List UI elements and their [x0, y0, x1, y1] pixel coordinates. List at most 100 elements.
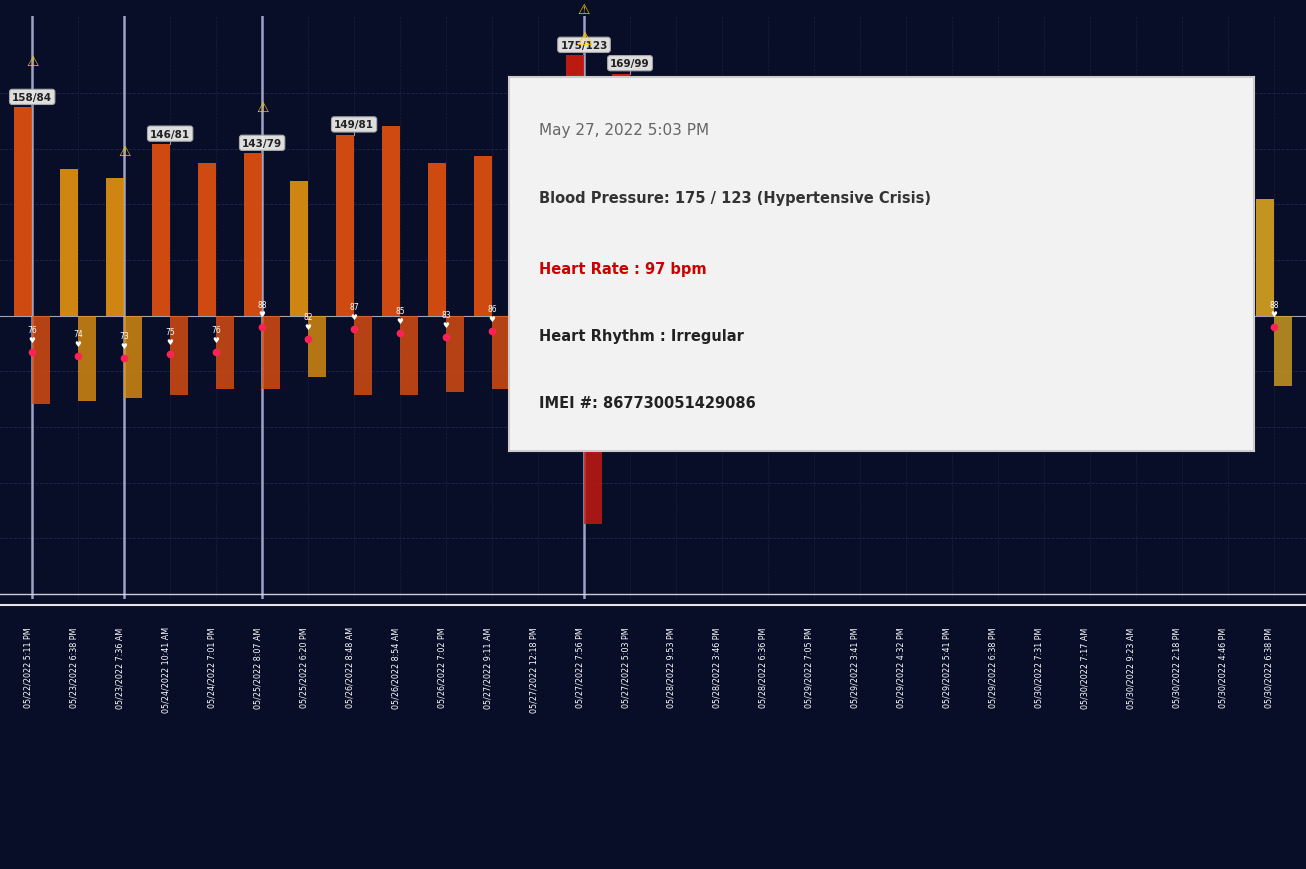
Text: ♥: ♥: [443, 321, 449, 329]
Bar: [107, 179, 124, 316]
Text: 88: 88: [717, 301, 726, 309]
Text: 05/28/2022 3:46 PM: 05/28/2022 3:46 PM: [713, 627, 722, 706]
Text: Blood Pressure: 175 / 123 (Hypertensive Crisis): Blood Pressure: 175 / 123 (Hypertensive …: [539, 190, 931, 205]
Text: 05/26/2022 8:54 AM: 05/26/2022 8:54 AM: [390, 627, 400, 707]
Text: 75: 75: [993, 328, 1003, 336]
Text: ♥: ♥: [1041, 333, 1047, 342]
Text: 05/27/2022 5:03 PM: 05/27/2022 5:03 PM: [622, 627, 629, 707]
Text: 83: 83: [441, 311, 451, 320]
Bar: [906, 316, 923, 383]
Text: 05/29/2022 4:32 PM: 05/29/2022 4:32 PM: [897, 627, 906, 707]
Text: ♥: ♥: [1087, 335, 1093, 344]
Bar: [337, 136, 354, 316]
Bar: [1211, 218, 1228, 316]
Text: ♥: ♥: [350, 312, 358, 322]
Text: 05/24/2022 7:01 PM: 05/24/2022 7:01 PM: [208, 627, 215, 707]
Text: 175/123: 175/123: [560, 41, 607, 50]
Text: ♥: ♥: [534, 327, 542, 335]
Text: ♥: ♥: [1225, 297, 1232, 307]
Text: 05/22/2022 5:11 PM: 05/22/2022 5:11 PM: [24, 627, 33, 707]
Text: IMEI #: 867730051429086: IMEI #: 867730051429086: [539, 396, 756, 411]
Text: 05/25/2022 8:07 AM: 05/25/2022 8:07 AM: [253, 627, 263, 708]
Text: 85: 85: [396, 307, 405, 315]
Bar: [722, 316, 739, 411]
Bar: [474, 157, 492, 316]
Bar: [428, 163, 445, 316]
Text: ♥: ♥: [1132, 333, 1139, 342]
Bar: [842, 209, 859, 316]
Text: 05/30/2022 2:18 PM: 05/30/2022 2:18 PM: [1173, 627, 1182, 706]
Bar: [78, 316, 95, 402]
Text: 78: 78: [901, 322, 910, 330]
Text: ♥: ♥: [948, 335, 956, 344]
Text: ♥: ♥: [120, 342, 128, 350]
Text: Heart Rhythm : Irregular: Heart Rhythm : Irregular: [539, 328, 744, 343]
Text: 86: 86: [763, 304, 773, 314]
Text: ♥: ♥: [673, 308, 679, 317]
Text: 88: 88: [1269, 301, 1279, 309]
Text: 97: 97: [579, 282, 589, 290]
Text: ♥: ♥: [764, 315, 772, 323]
Text: 05/25/2022 6:20 PM: 05/25/2022 6:20 PM: [299, 627, 308, 707]
Bar: [199, 163, 215, 316]
Bar: [217, 316, 234, 389]
Text: ♥: ♥: [811, 318, 818, 328]
Text: ♥: ♥: [167, 337, 174, 346]
Bar: [383, 127, 400, 316]
Bar: [861, 316, 878, 387]
Text: ⚠: ⚠: [256, 102, 268, 116]
Bar: [1072, 236, 1089, 316]
Bar: [677, 316, 693, 411]
Text: 89: 89: [671, 298, 680, 308]
Bar: [1164, 224, 1182, 316]
Text: Heart Rate : 97 bpm: Heart Rate : 97 bpm: [539, 262, 707, 276]
Text: 94: 94: [1222, 288, 1233, 297]
Bar: [631, 316, 648, 451]
Text: ♥: ♥: [902, 331, 909, 340]
Text: 73: 73: [119, 332, 129, 341]
Bar: [1043, 316, 1062, 377]
Bar: [981, 224, 998, 316]
Text: 75: 75: [166, 328, 175, 336]
Text: ♥: ♥: [29, 335, 35, 344]
Bar: [750, 194, 768, 316]
Bar: [447, 316, 464, 393]
Bar: [704, 185, 722, 316]
Text: 93: 93: [626, 290, 635, 299]
Bar: [290, 182, 308, 316]
Text: 05/24/2022 10:41 AM: 05/24/2022 10:41 AM: [161, 627, 170, 713]
Bar: [797, 200, 814, 316]
Text: 143/79: 143/79: [242, 139, 282, 149]
Bar: [153, 145, 170, 316]
Text: 87: 87: [349, 302, 359, 311]
Text: 05/30/2022 4:46 PM: 05/30/2022 4:46 PM: [1218, 627, 1228, 706]
Text: ♥: ♥: [304, 322, 312, 332]
Bar: [814, 316, 832, 393]
Bar: [888, 212, 905, 316]
Bar: [244, 154, 263, 316]
Text: 75: 75: [1177, 328, 1187, 336]
Text: 77: 77: [1040, 323, 1049, 332]
Bar: [658, 169, 675, 316]
Text: ♥: ♥: [259, 310, 265, 319]
Text: ⚠: ⚠: [576, 31, 592, 50]
Text: 158/84: 158/84: [12, 93, 52, 103]
Text: 74: 74: [73, 329, 84, 339]
Bar: [1118, 230, 1136, 316]
Text: 05/27/2022 12:18 PM: 05/27/2022 12:18 PM: [529, 627, 538, 712]
Bar: [170, 316, 188, 396]
Bar: [492, 316, 509, 389]
Bar: [584, 316, 602, 524]
Text: 142/79: 142/79: [518, 142, 558, 152]
Text: May 27, 2022 5:03 PM: May 27, 2022 5:03 PM: [539, 123, 709, 138]
Bar: [14, 109, 31, 316]
Text: 05/30/2022 7:17 AM: 05/30/2022 7:17 AM: [1081, 627, 1091, 707]
Text: ♥: ♥: [627, 300, 633, 308]
Text: ♥: ♥: [1271, 310, 1277, 319]
Text: 76: 76: [947, 325, 957, 335]
Text: 146/81: 146/81: [150, 129, 191, 139]
Text: ⚠: ⚠: [26, 56, 38, 70]
Bar: [308, 316, 325, 377]
Bar: [934, 218, 952, 316]
Text: ♥: ♥: [581, 291, 588, 301]
